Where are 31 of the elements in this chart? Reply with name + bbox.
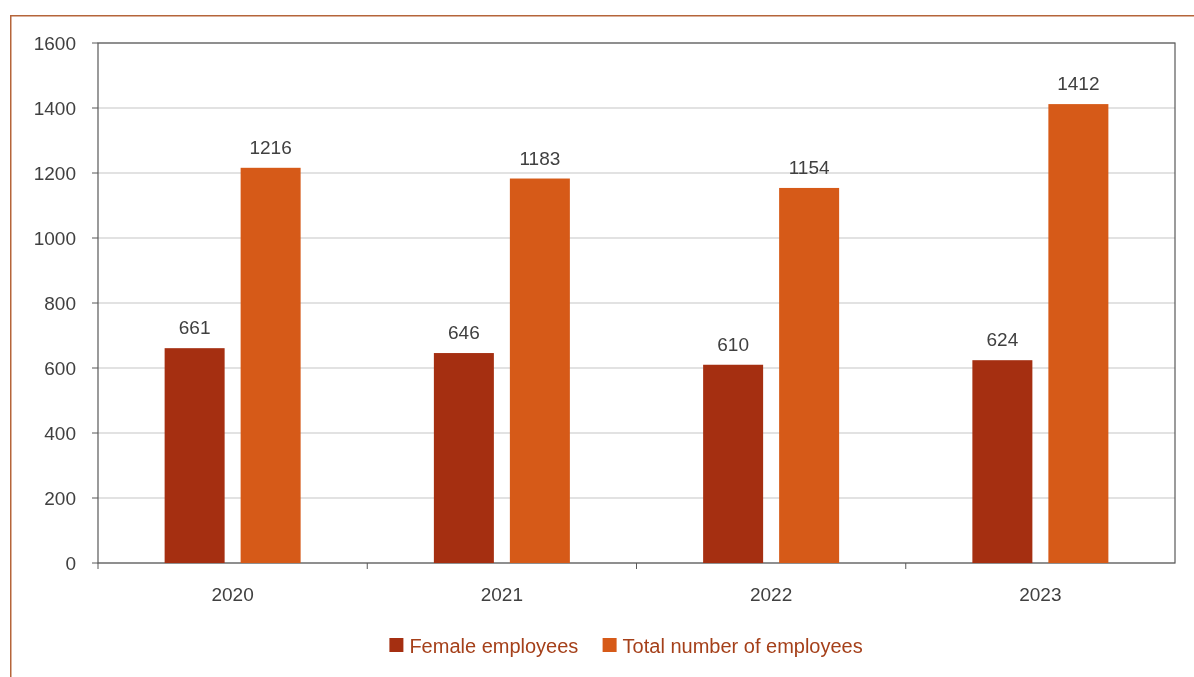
legend-label: Female employees bbox=[409, 635, 579, 657]
x-tick-label: 2023 bbox=[1019, 583, 1062, 605]
bar bbox=[433, 353, 494, 563]
y-tick-label: 200 bbox=[44, 487, 76, 509]
bar bbox=[164, 348, 225, 563]
data-label: 610 bbox=[717, 333, 749, 355]
data-label: 624 bbox=[986, 329, 1019, 351]
data-label: 1183 bbox=[519, 147, 561, 169]
y-tick-label: 600 bbox=[44, 357, 76, 379]
data-label: 646 bbox=[448, 322, 480, 344]
data-label: 1412 bbox=[1057, 73, 1100, 95]
y-tick-label: 1200 bbox=[33, 162, 76, 184]
bar bbox=[509, 178, 570, 563]
y-tick-label: 1000 bbox=[33, 227, 76, 249]
y-tick-label: 1600 bbox=[33, 32, 76, 54]
bar bbox=[779, 187, 840, 563]
y-tick-label: 0 bbox=[65, 552, 76, 574]
y-tick-label: 800 bbox=[44, 292, 76, 314]
bar bbox=[703, 364, 764, 563]
y-tick-label: 1400 bbox=[33, 97, 76, 119]
data-label: 661 bbox=[178, 317, 211, 339]
legend-label: Total number of employees bbox=[622, 635, 863, 657]
bar bbox=[1048, 104, 1109, 563]
bar bbox=[972, 360, 1033, 563]
y-tick-label: 400 bbox=[44, 422, 76, 444]
bar bbox=[240, 167, 301, 563]
x-tick-label: 2020 bbox=[211, 583, 254, 605]
x-tick-label: 2021 bbox=[480, 583, 524, 605]
data-label: 1216 bbox=[249, 136, 292, 158]
x-tick-label: 2022 bbox=[749, 583, 793, 605]
data-label: 1154 bbox=[788, 156, 830, 178]
